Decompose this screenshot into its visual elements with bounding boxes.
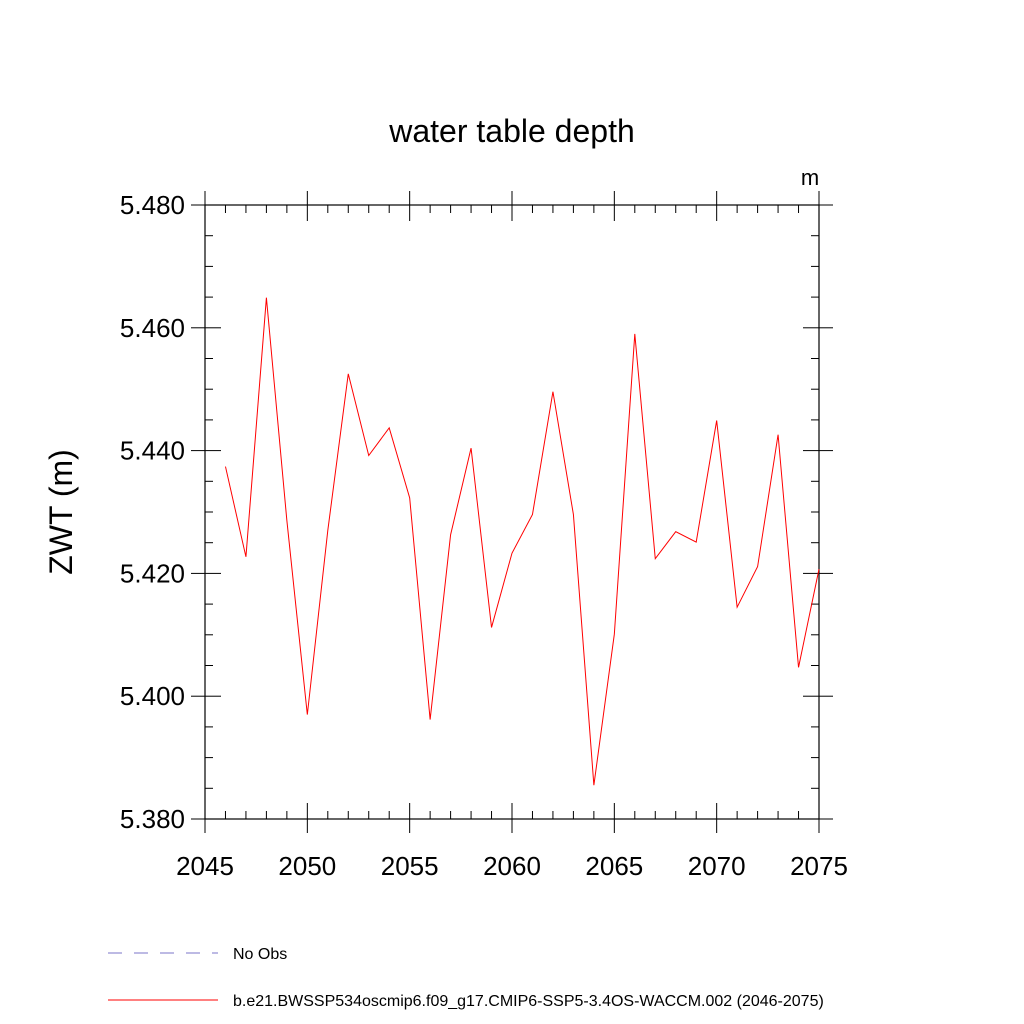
y-tick-label: 5.440: [120, 436, 185, 466]
x-tick-label: 2060: [483, 851, 541, 881]
legend-label-no-obs: No Obs: [233, 946, 287, 963]
units-label: m: [801, 165, 819, 190]
legend-item-no-obs: No Obs: [108, 946, 287, 963]
x-tick-label: 2045: [176, 851, 234, 881]
series-layer: [224, 297, 820, 786]
y-tick-label: 5.480: [120, 190, 185, 220]
legend: No Obs b.e21.BWSSP534oscmip6.f09_g17.CMI…: [108, 946, 824, 1010]
x-tick-label: 2065: [585, 851, 643, 881]
legend-item-model-run: b.e21.BWSSP534oscmip6.f09_g17.CMIP6-SSP5…: [108, 993, 824, 1010]
y-axis-label: ZWT (m): [43, 449, 79, 575]
x-tick-label: 2075: [790, 851, 848, 881]
minor-ticks: [205, 205, 819, 819]
series-line-0: [224, 297, 820, 786]
chart-title: water table depth: [388, 113, 635, 149]
y-tick-label: 5.380: [120, 804, 185, 834]
x-tick-label: 2070: [688, 851, 746, 881]
y-tick-label: 5.400: [120, 681, 185, 711]
y-tick-label: 5.460: [120, 313, 185, 343]
x-axis: 2045 2050 2055 2060 2065 2070 2075: [176, 191, 848, 881]
y-axis: 5.380 5.400 5.420 5.440 5.460 5.480: [120, 190, 833, 834]
x-tick-label: 2055: [381, 851, 439, 881]
legend-label-model-run: b.e21.BWSSP534oscmip6.f09_g17.CMIP6-SSP5…: [233, 993, 824, 1010]
y-tick-label: 5.420: [120, 558, 185, 588]
x-tick-label: 2050: [278, 851, 336, 881]
